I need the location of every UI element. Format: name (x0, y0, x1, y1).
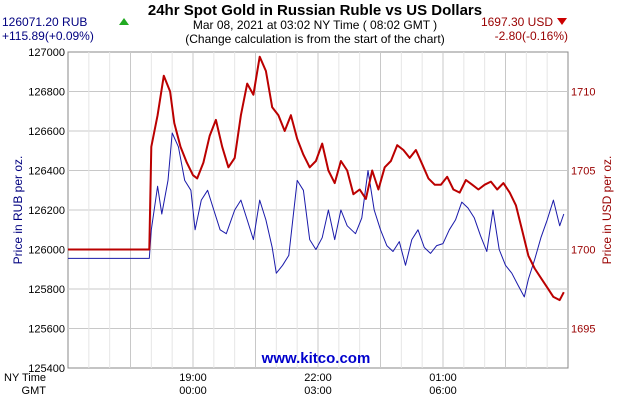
chart-timestamp: Mar 08, 2021 at 03:02 NY Time ( 08:02 GM… (193, 18, 437, 32)
right-tick-label: 1710 (571, 87, 595, 99)
down-arrow-icon (557, 18, 567, 25)
left-tick-label: 125800 (28, 284, 65, 296)
left-axis-ticks: 125400 125600 125800 126000 126200 126400 1266… (28, 47, 65, 375)
left-tick-label: 126600 (28, 126, 65, 138)
up-arrow-icon (119, 18, 129, 25)
left-tick-label: 125400 (28, 363, 65, 375)
right-axis-label: Price in USD per oz. (600, 156, 614, 265)
right-tick-label: 1700 (571, 245, 595, 257)
x-tick-ny-label: 19:00 (179, 372, 207, 384)
x-tick-gmt-label: 03:00 (304, 385, 332, 397)
chart-title: 24hr Spot Gold in Russian Ruble vs US Do… (148, 2, 482, 19)
left-tick-label: 126000 (28, 245, 65, 257)
left-tick-label: 125600 (28, 324, 65, 336)
x-tick-gmt-label: 00:00 (179, 385, 207, 397)
rub-price: 126071.20 RUB (2, 15, 87, 29)
usd-change: -2.80(-0.16%) (495, 29, 568, 43)
left-tick-label: 126400 (28, 166, 65, 178)
x-axis-gmt-label: GMT (22, 385, 47, 397)
left-tick-label: 127000 (28, 47, 65, 59)
x-tick-gmt-label: 06:00 (429, 385, 457, 397)
x-axis-ny-label: NY Time (4, 372, 46, 384)
x-tick-ny-label: 22:00 (304, 372, 332, 384)
rub-change: +115.89(+0.09%) (2, 29, 94, 43)
x-tick-ny-label: 01:00 (429, 372, 457, 384)
chart-note: (Change calculation is from the start of… (185, 32, 444, 46)
right-tick-label: 1695 (571, 324, 595, 336)
right-tick-label: 1705 (571, 166, 595, 178)
usd-price: 1697.30 USD (481, 15, 553, 29)
usd-series-line (68, 55, 565, 302)
left-tick-label: 126200 (28, 205, 65, 217)
watermark: www.kitco.com (261, 350, 371, 367)
right-axis-ticks: 1695 1700 1705 1710 (571, 87, 595, 336)
rub-series-line (68, 132, 565, 298)
left-axis-label: Price in RUB per oz. (11, 156, 25, 265)
left-tick-label: 126800 (28, 87, 65, 99)
series-layer (68, 55, 565, 302)
grid (68, 52, 568, 368)
